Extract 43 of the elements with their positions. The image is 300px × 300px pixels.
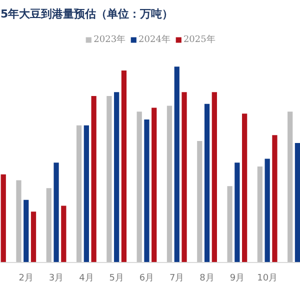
bar	[288, 112, 293, 262]
bar	[212, 92, 217, 262]
bar	[54, 162, 59, 262]
x-tick-label: 6月	[139, 274, 154, 284]
bar	[257, 166, 263, 262]
bar	[182, 92, 187, 262]
bar	[121, 70, 127, 262]
legend-label: 2023年	[94, 34, 126, 46]
bar	[91, 96, 96, 262]
bar	[136, 112, 142, 262]
x-tick-label: 5月	[109, 274, 124, 284]
bar	[0, 174, 6, 262]
bar	[24, 200, 29, 262]
bar	[61, 206, 66, 262]
bar	[16, 180, 22, 262]
legend-label: 2025年	[183, 34, 216, 46]
bar	[294, 143, 300, 262]
bar	[264, 158, 270, 262]
bar	[106, 96, 112, 262]
bar	[234, 162, 240, 262]
bar	[114, 92, 120, 262]
bar	[144, 120, 150, 262]
bar	[76, 125, 82, 262]
bar	[204, 104, 210, 262]
bar	[227, 186, 232, 262]
x-tick-label: 2月	[18, 274, 34, 284]
x-tick-label: 10月	[257, 274, 278, 284]
bar	[174, 66, 180, 262]
x-tick-label: 8月	[200, 274, 214, 284]
x-tick-label: 9月	[230, 274, 245, 284]
x-tick-label: 4月	[79, 274, 94, 284]
bar	[152, 108, 157, 262]
bar	[166, 106, 172, 262]
bar	[46, 188, 52, 262]
bar	[84, 125, 89, 262]
bar	[272, 135, 278, 262]
bar	[242, 114, 248, 262]
bar	[30, 212, 36, 262]
chart-title: 5年大豆到港量预估（单位：万吨）	[0, 8, 174, 20]
bar	[197, 141, 202, 262]
x-tick-label: 3月	[48, 274, 64, 284]
x-tick-label: 7月	[170, 274, 184, 284]
legend-label: 2024年	[138, 34, 170, 46]
